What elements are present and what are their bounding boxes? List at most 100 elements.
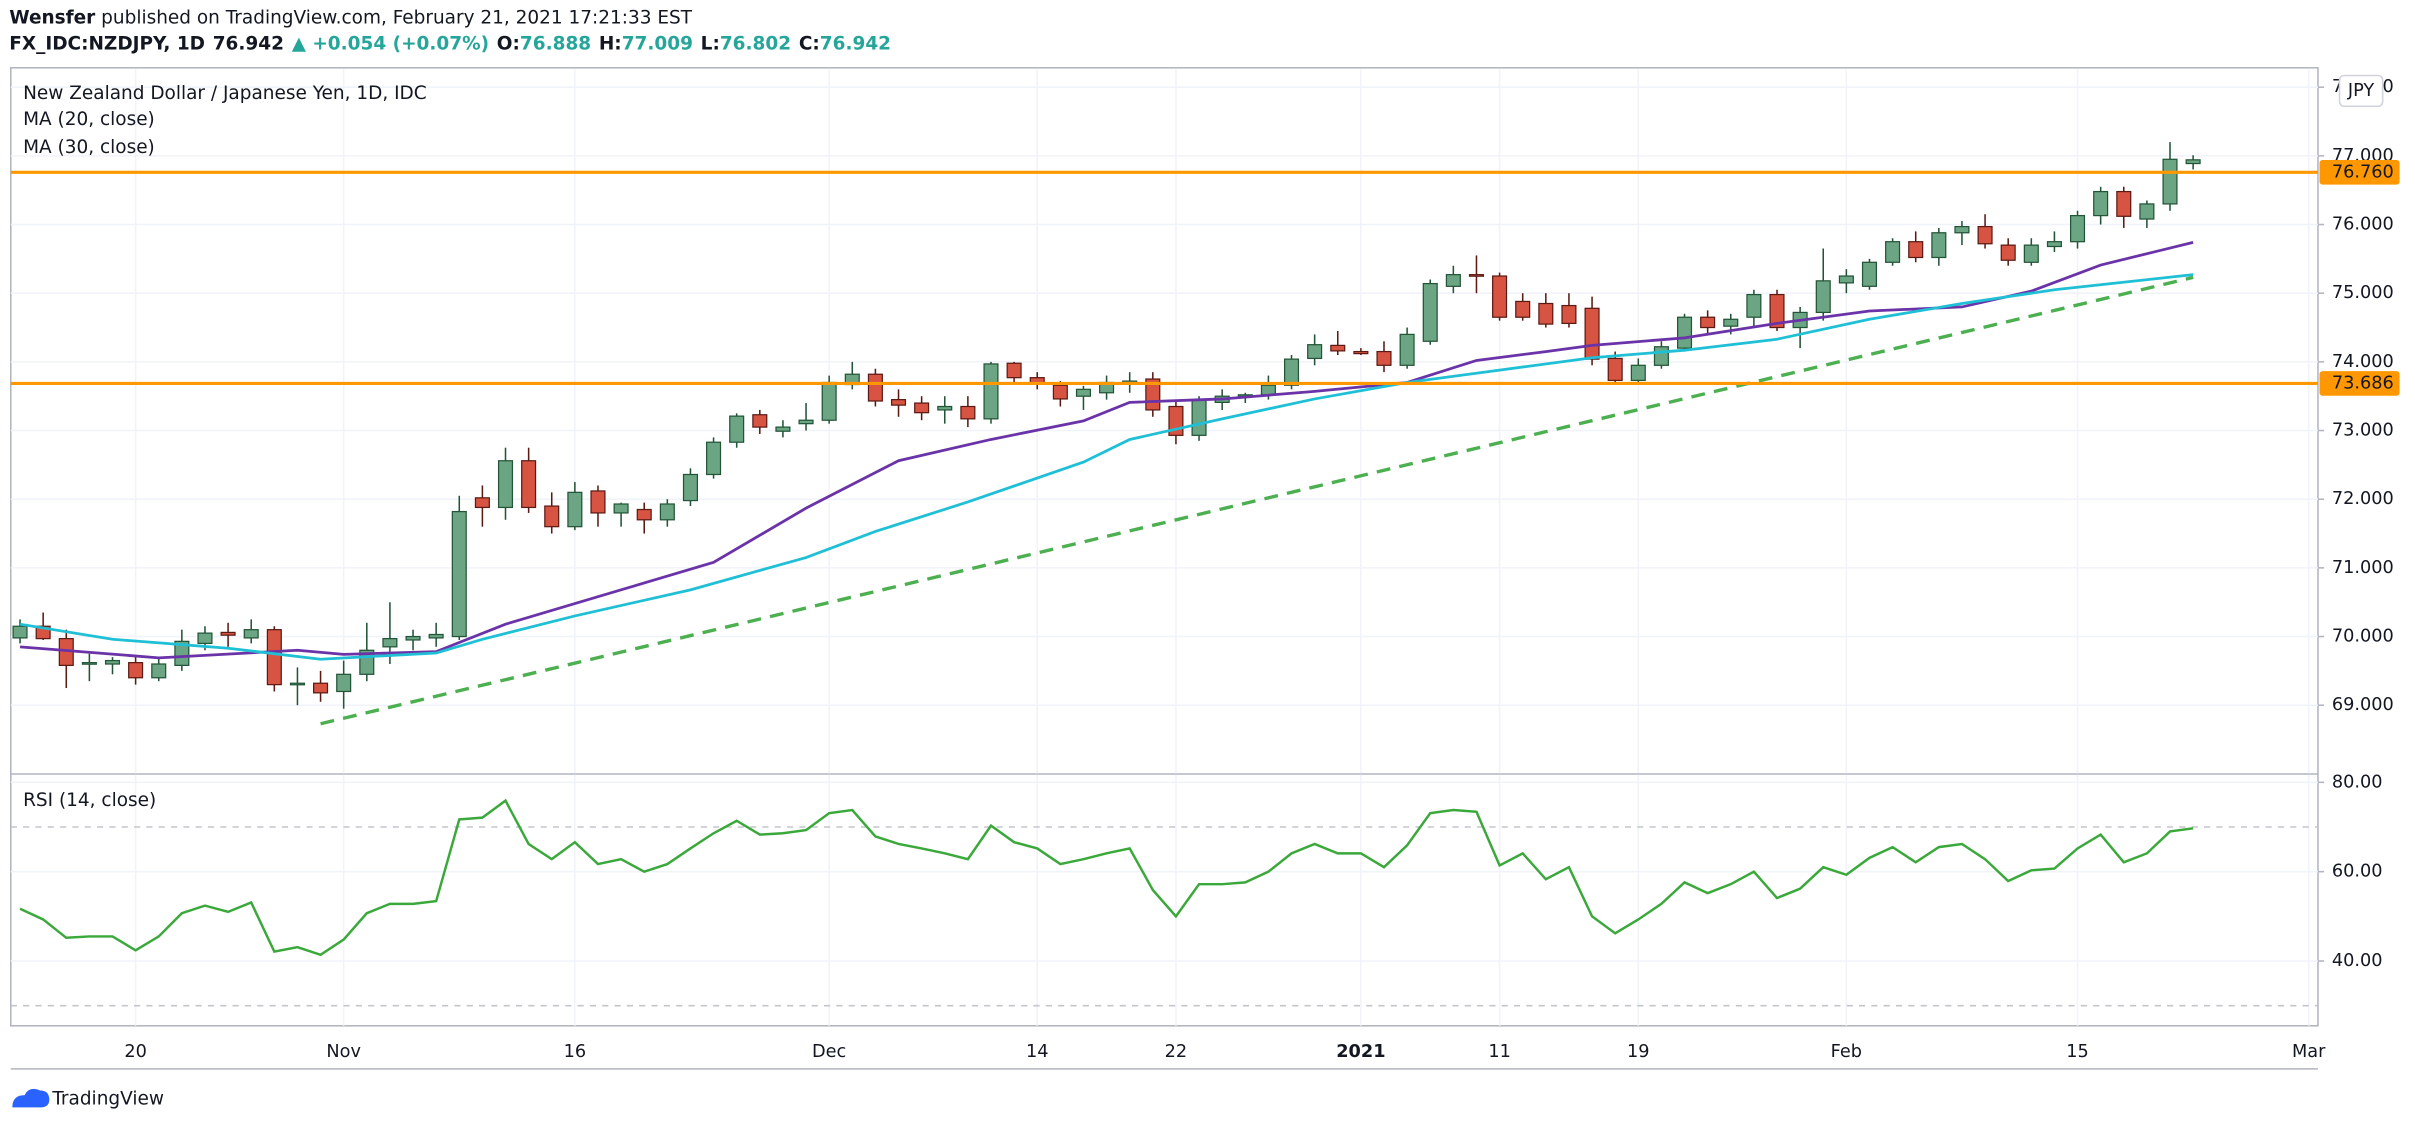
candle-body [266,629,282,686]
candle-body [1399,333,1415,366]
candle-body [336,673,352,693]
y-tick-label: 71.000 [2332,558,2394,578]
candle-body [1283,358,1300,386]
published: published on TradingView.com, February 2… [95,8,692,29]
candle-body [428,633,444,639]
ma-line [19,273,2194,661]
y-tick-label: 75.000 [2332,283,2394,303]
candle-body [752,414,768,428]
y-tick-label: 72.000 [2332,489,2394,509]
brand: TradingView [51,1089,164,1110]
candle-body [12,625,28,639]
pane-title: New Zealand Dollar / Japanese Yen, 1D, I… [23,83,427,104]
x-tick-label: Nov [326,1042,361,1062]
x-tick-label: 20 [124,1042,147,1062]
y-tick-label: 80.00 [2332,772,2383,792]
candle-body [2185,159,2201,165]
candle-body [1746,293,1762,318]
candle-body [81,662,97,665]
candle-body [451,510,467,638]
author: Wensfer [9,8,96,29]
candle-body [983,363,999,420]
axes: 69.000 70.000 71.000 72.000 73.000 74.000 75.0… [124,74,2400,1062]
candle-body [1492,275,1508,318]
legend-entry: MA (20, close) [23,109,155,130]
x-tick-label: 16 [564,1042,587,1062]
candle-body [729,415,745,443]
candle-body [2069,214,2086,243]
candle-body [1977,225,1993,245]
candle-body [197,632,213,645]
quote-part: 76.888 [520,34,591,55]
candle-body [2046,241,2062,248]
trend-line [320,275,2194,726]
candle-body [289,682,305,686]
candle-body [151,663,167,679]
candle-body [798,419,814,425]
candle-body [960,405,976,420]
candle-body [497,460,514,509]
quote-part: FX_IDC:NZDJPY, 1D [9,34,205,55]
candle-body [405,635,421,641]
y-tick-label: 76.000 [2332,215,2394,235]
legend-entry: MA (30, close) [23,137,155,158]
price-line-badge [2319,371,2400,396]
x-tick-label: Mar [2292,1042,2326,1062]
candle-body [1307,344,1323,360]
quote-part: ▲ +0.054 (+0.07%) [292,34,489,55]
y-tick-label: 69.000 [2332,695,2394,715]
candle-body [706,441,722,476]
candle-body [220,631,236,636]
candle-body [636,508,652,521]
candle-body [1353,350,1369,355]
candle-body [1931,232,1947,259]
candle-body [1075,388,1092,397]
x-tick-label: 14 [1026,1042,1049,1062]
quote-part: L: [701,34,720,55]
x-tick-label: 2021 [1336,1042,1385,1062]
candle-body [1723,318,1739,327]
candle-body [1515,300,1531,318]
candle-body [914,402,930,414]
candle-body [1653,346,1669,366]
candle-body [128,662,144,679]
candle-body [937,405,953,411]
quote-part: O: [497,34,520,55]
y-tick-label: 40.00 [2332,951,2383,971]
candle-body [1006,362,1022,379]
candle-body [590,490,606,514]
candle-body [2116,190,2132,217]
candle-body [2023,244,2039,263]
candle-body [1052,384,1068,400]
quote-part: H: [599,34,622,55]
candle-body [313,682,329,694]
price-line-label: 76.760 [2332,162,2394,182]
legend: New Zealand Dollar / Japanese Yen, 1D, I… [23,83,427,811]
candle-body [1191,399,1207,436]
header-line: Wensfer published on TradingView.com, Fe… [9,8,692,29]
candle-body [1885,241,1901,263]
candle-body [821,381,837,421]
candle-body [1584,307,1600,360]
candle-body [775,426,791,432]
candle-body [1861,261,1878,287]
ma-line [19,241,2194,660]
candle-body [567,491,583,528]
quote-part: 76.942 [820,34,891,55]
candle-body [521,460,537,509]
currency: JPY [2347,81,2375,101]
candle-body [243,629,259,639]
quote-part: C: [799,34,820,55]
x-tick-label: 15 [2066,1042,2089,1062]
candle-body [1445,274,1461,287]
candle-body [1330,344,1346,352]
candle-body [544,505,560,528]
grid [10,69,2318,1026]
candle-body [2093,190,2109,217]
candle-body [1700,316,1716,329]
candle-body [1676,316,1693,349]
x-tick-label: 19 [1627,1042,1650,1062]
candle-body [174,640,190,666]
